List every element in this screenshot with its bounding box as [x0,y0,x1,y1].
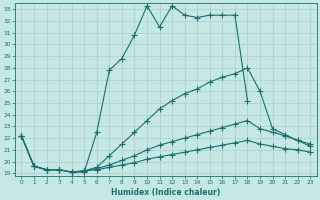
X-axis label: Humidex (Indice chaleur): Humidex (Indice chaleur) [111,188,220,197]
